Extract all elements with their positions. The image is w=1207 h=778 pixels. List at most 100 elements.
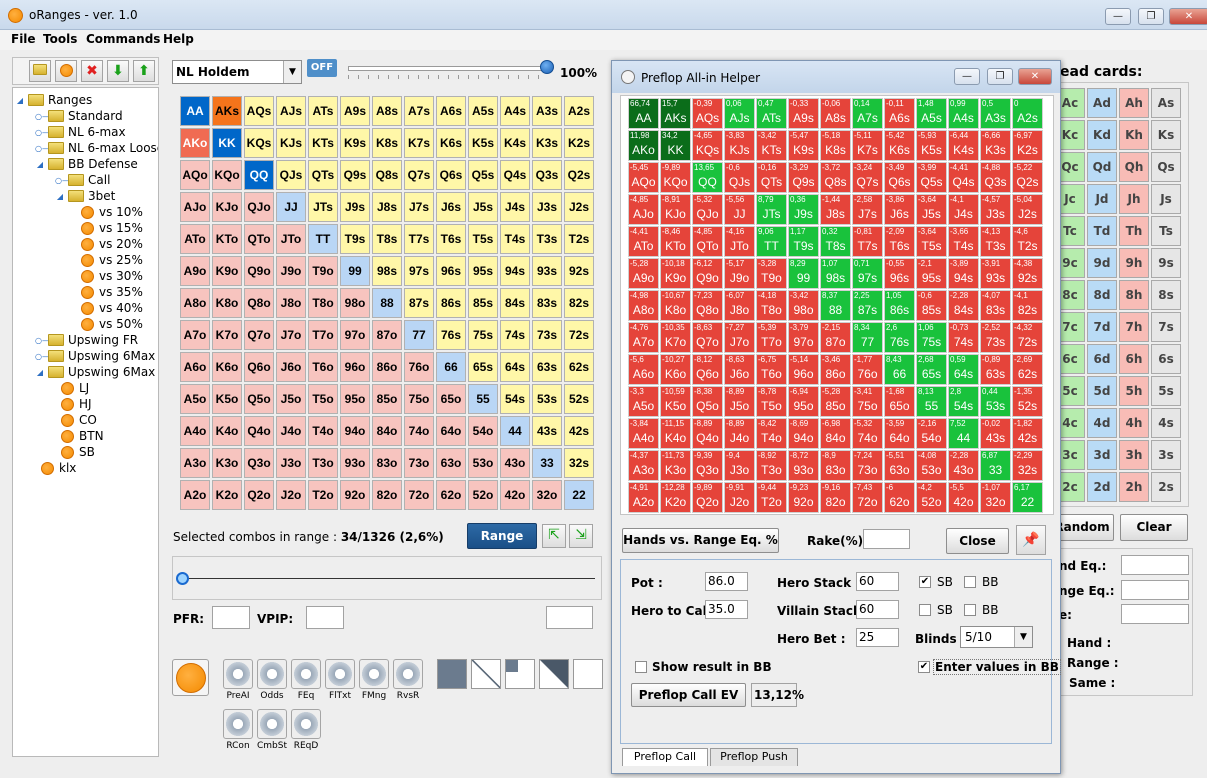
- ev-cell[interactable]: 6,87 33: [980, 450, 1011, 481]
- ev-cell[interactable]: 0,36 J9s: [788, 194, 819, 225]
- ev-cell[interactable]: -7,24 73o: [852, 450, 883, 481]
- ev-cell[interactable]: 11,98 AKo: [628, 130, 659, 161]
- ev-cell[interactable]: 0,59 64s: [948, 354, 979, 385]
- ev-cell[interactable]: 0,14 A7s: [852, 98, 883, 129]
- ev-cell[interactable]: -10,18 K9o: [660, 258, 691, 289]
- ev-cell[interactable]: -8,92 T3o: [756, 450, 787, 481]
- color-square-button[interactable]: [437, 659, 467, 689]
- ev-cell[interactable]: 8,34 77: [852, 322, 883, 353]
- ev-cell[interactable]: -3,42 98o: [788, 290, 819, 321]
- game-select[interactable]: NL Holdem ▼: [172, 60, 302, 84]
- range-cell[interactable]: K3s: [532, 128, 562, 158]
- ev-cell[interactable]: -4,2 52o: [916, 482, 947, 513]
- ev-cell[interactable]: 0,32 T8s: [820, 226, 851, 257]
- range-cell[interactable]: T7o: [308, 320, 338, 350]
- range-cell[interactable]: T6o: [308, 352, 338, 382]
- range-cell[interactable]: KTo: [212, 224, 242, 254]
- tool-rvsr-icon[interactable]: [393, 659, 423, 689]
- ev-cell[interactable]: -8,78 T5o: [756, 386, 787, 417]
- ev-cell[interactable]: -5,42 K6s: [884, 130, 915, 161]
- ev-cell[interactable]: -8,91 KJo: [660, 194, 691, 225]
- ev-cell[interactable]: 9,06 TT: [756, 226, 787, 257]
- dead-card-5h[interactable]: 5h: [1119, 376, 1149, 406]
- ev-cell[interactable]: -4,07 83s: [980, 290, 1011, 321]
- dead-card-Ah[interactable]: Ah: [1119, 88, 1149, 118]
- dead-card-Ad[interactable]: Ad: [1087, 88, 1117, 118]
- range-cell[interactable]: 83o: [372, 448, 402, 478]
- ev-cell[interactable]: -9,16 82o: [820, 482, 851, 513]
- range-cell[interactable]: 95s: [468, 256, 498, 286]
- ev-cell[interactable]: -12,28 K2o: [660, 482, 691, 513]
- range-cell[interactable]: 63s: [532, 352, 562, 382]
- dead-card-3h[interactable]: 3h: [1119, 440, 1149, 470]
- ev-cell[interactable]: -4,41 Q4s: [948, 162, 979, 193]
- range-cell[interactable]: 88: [372, 288, 402, 318]
- ev-cell[interactable]: -3,84 A4o: [628, 418, 659, 449]
- range-cell[interactable]: JTo: [276, 224, 306, 254]
- range-cell[interactable]: 75o: [404, 384, 434, 414]
- ev-cell[interactable]: 2,6 76s: [884, 322, 915, 353]
- ev-cell[interactable]: -2,28 84s: [948, 290, 979, 321]
- dead-card-Jh[interactable]: Jh: [1119, 184, 1149, 214]
- ev-cell[interactable]: -3,29 Q9s: [788, 162, 819, 193]
- hand-eq-field[interactable]: [1121, 555, 1189, 575]
- range-cell[interactable]: K8s: [372, 128, 402, 158]
- expand-toggle-icon[interactable]: ○—: [55, 175, 70, 185]
- ev-cell[interactable]: 34,2 KK: [660, 130, 691, 161]
- ev-cell[interactable]: -3,79 97o: [788, 322, 819, 353]
- range-cell[interactable]: T8o: [308, 288, 338, 318]
- range-cell[interactable]: 76s: [436, 320, 466, 350]
- ev-cell[interactable]: -5,5 42o: [948, 482, 979, 513]
- range-cell[interactable]: A5o: [180, 384, 210, 414]
- dead-card-6h[interactable]: 6h: [1119, 344, 1149, 374]
- ev-cell[interactable]: -2,09 T6s: [884, 226, 915, 257]
- range-cell[interactable]: 65o: [436, 384, 466, 414]
- range-cell[interactable]: K4o: [212, 416, 242, 446]
- range-cell[interactable]: 93o: [340, 448, 370, 478]
- ev-cell[interactable]: -6,44 K4s: [948, 130, 979, 161]
- ev-cell[interactable]: -4,08 53o: [916, 450, 947, 481]
- tree-node[interactable]: ◢ 3bet: [55, 188, 115, 204]
- ev-cell[interactable]: -9,39 Q3o: [692, 450, 723, 481]
- tie-field[interactable]: [1121, 604, 1189, 624]
- tool-preai-icon[interactable]: [223, 659, 253, 689]
- ev-cell[interactable]: -5,11 K7s: [852, 130, 883, 161]
- range-cell[interactable]: A3o: [180, 448, 210, 478]
- ev-cell[interactable]: -5,28 85o: [820, 386, 851, 417]
- hero-to-call-field[interactable]: 35.0: [705, 600, 748, 619]
- blinds-chevron-icon[interactable]: ▼: [1014, 627, 1032, 647]
- ev-cell[interactable]: -8,63 J6o: [724, 354, 755, 385]
- range-cell[interactable]: QQ: [244, 160, 274, 190]
- range-cell[interactable]: KTs: [308, 128, 338, 158]
- dead-card-4s[interactable]: 4s: [1151, 408, 1181, 438]
- tree-node[interactable]: ○— Upswing FR: [35, 332, 138, 348]
- range-cell[interactable]: AQo: [180, 160, 210, 190]
- range-cell[interactable]: 65s: [468, 352, 498, 382]
- ev-cell[interactable]: -1,44 J8s: [820, 194, 851, 225]
- ev-cell[interactable]: -3,42 KTs: [756, 130, 787, 161]
- range-cell[interactable]: T2o: [308, 480, 338, 510]
- ev-cell[interactable]: -4,1 J4s: [948, 194, 979, 225]
- ev-cell[interactable]: -3,3 A5o: [628, 386, 659, 417]
- range-cell[interactable]: A9o: [180, 256, 210, 286]
- range-cell[interactable]: T3s: [532, 224, 562, 254]
- expand-toggle-icon[interactable]: ○—: [35, 111, 50, 121]
- ev-cell[interactable]: -6,12 Q9o: [692, 258, 723, 289]
- ev-cell[interactable]: 15,7 AKs: [660, 98, 691, 129]
- ev-cell[interactable]: -11,15 K4o: [660, 418, 691, 449]
- range-cell[interactable]: 44: [500, 416, 530, 446]
- expand-toggle-icon[interactable]: ○—: [35, 143, 50, 153]
- range-cell[interactable]: Q4o: [244, 416, 274, 446]
- range-cell[interactable]: AJs: [276, 96, 306, 126]
- ev-cell[interactable]: -3,28 T9o: [756, 258, 787, 289]
- range-cell[interactable]: 64o: [436, 416, 466, 446]
- dead-card-6d[interactable]: 6d: [1087, 344, 1117, 374]
- range-cell[interactable]: 94o: [340, 416, 370, 446]
- range-cell[interactable]: 94s: [500, 256, 530, 286]
- range-cell[interactable]: T5s: [468, 224, 498, 254]
- range-cell[interactable]: ATo: [180, 224, 210, 254]
- ev-cell[interactable]: -7,27 J7o: [724, 322, 755, 353]
- ev-cell[interactable]: -2,28 43o: [948, 450, 979, 481]
- ev-cell[interactable]: -0,16 QTs: [756, 162, 787, 193]
- range-cell[interactable]: Q6o: [244, 352, 274, 382]
